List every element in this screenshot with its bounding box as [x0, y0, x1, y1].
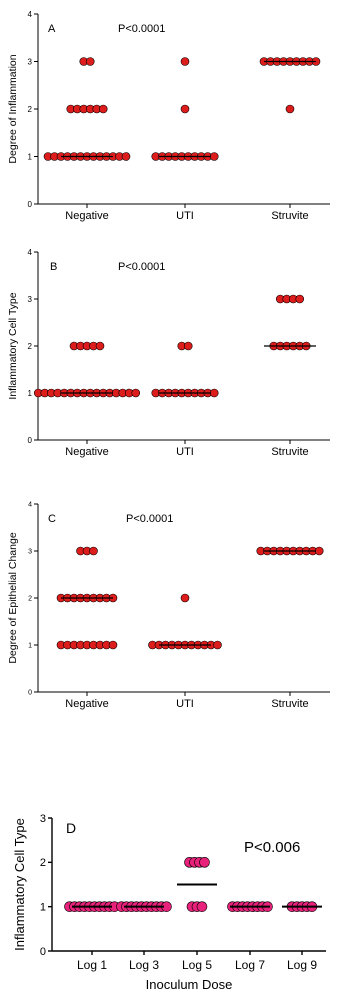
- data-point: [131, 388, 141, 398]
- y-tick-label: 1: [28, 642, 32, 649]
- x-tick-label: Log 1: [77, 958, 107, 972]
- data-point: [121, 152, 131, 161]
- data-point: [314, 546, 324, 556]
- data-point: [180, 57, 190, 66]
- y-axis-title: Degree of Inflammation: [7, 54, 19, 163]
- x-tick-label: Negative: [65, 446, 108, 458]
- p-value-annotation: P<0.0001: [118, 23, 165, 35]
- data-point: [295, 294, 305, 304]
- x-tick-label: Negative: [65, 698, 108, 710]
- y-tick-label: 3: [40, 813, 46, 825]
- data-point: [95, 341, 105, 351]
- y-tick-label: 3: [28, 295, 33, 304]
- data-point: [213, 640, 222, 650]
- data-point: [285, 104, 295, 114]
- panel-label: A: [48, 23, 56, 35]
- x-tick-label: UTI: [176, 446, 194, 458]
- y-tick-label: 0: [40, 946, 46, 958]
- x-tick-label: Log 3: [129, 958, 159, 972]
- panel-c: 0 1 2 3 4 Negative UTI Struvite Degree of Epithe…: [7, 501, 330, 710]
- x-axis-title: Inoculum Dose: [146, 977, 233, 992]
- data-point: [196, 901, 208, 912]
- x-tick-label: Log 9: [287, 958, 317, 972]
- panel-b: 0 1 2 3 4 Negative UTI Struvite Inflammatory Cel…: [7, 248, 330, 458]
- panel-d: 0 1 2 3 Log 1 Log 3 Log 5 Log 7 Log 9 Inflammator…: [12, 813, 326, 992]
- p-value-annotation: P<0.006: [244, 839, 300, 856]
- y-tick-label: 4: [28, 501, 32, 508]
- data-point: [183, 341, 193, 351]
- panel-a: 0 1 2 3 4 Negative UTI Struvite Degree of Inflam…: [7, 10, 330, 222]
- y-tick-label: 3: [28, 548, 32, 555]
- y-tick-label: 2: [28, 105, 33, 114]
- y-tick-label: 2: [28, 342, 33, 351]
- y-tick-label: 4: [28, 248, 33, 257]
- x-tick-label: Struvite: [271, 698, 308, 710]
- data-point: [89, 546, 98, 556]
- y-axis-title: Inflammatory Cell Type: [12, 818, 27, 951]
- y-tick-label: 0: [28, 436, 33, 445]
- data-point: [209, 388, 219, 398]
- y-tick-label: 3: [28, 57, 33, 66]
- data-point: [108, 640, 118, 650]
- data-point: [180, 593, 190, 603]
- y-tick-label: 2: [40, 857, 46, 869]
- data-point: [199, 857, 210, 868]
- data-point: [85, 57, 95, 66]
- x-tick-label: Log 7: [235, 958, 265, 972]
- x-tick-label: UTI: [176, 698, 194, 710]
- panel-label: B: [50, 261, 57, 273]
- p-value-annotation: P<0.0001: [126, 513, 173, 525]
- x-tick-label: UTI: [176, 210, 194, 222]
- y-tick-label: 1: [28, 389, 33, 398]
- data-point: [98, 104, 108, 114]
- y-axis-title: Inflammatory Cell Type: [7, 292, 19, 399]
- y-tick-label: 4: [28, 10, 33, 19]
- data-point: [180, 104, 190, 114]
- y-tick-label: 2: [28, 595, 32, 602]
- x-tick-label: Negative: [65, 210, 108, 222]
- panel-label: D: [66, 820, 76, 836]
- panel-label: C: [48, 513, 56, 525]
- y-tick-label: 1: [40, 902, 46, 914]
- x-tick-label: Struvite: [271, 210, 308, 222]
- x-tick-label: Log 5: [182, 958, 212, 972]
- x-tick-label: Struvite: [271, 446, 308, 458]
- y-axis-title: Degree of Epithelial Change: [7, 532, 19, 663]
- y-tick-label: 0: [28, 200, 33, 209]
- p-value-annotation: P<0.0001: [118, 261, 165, 273]
- data-point: [209, 152, 219, 161]
- y-tick-label: 0: [28, 689, 32, 696]
- y-tick-label: 1: [28, 152, 33, 161]
